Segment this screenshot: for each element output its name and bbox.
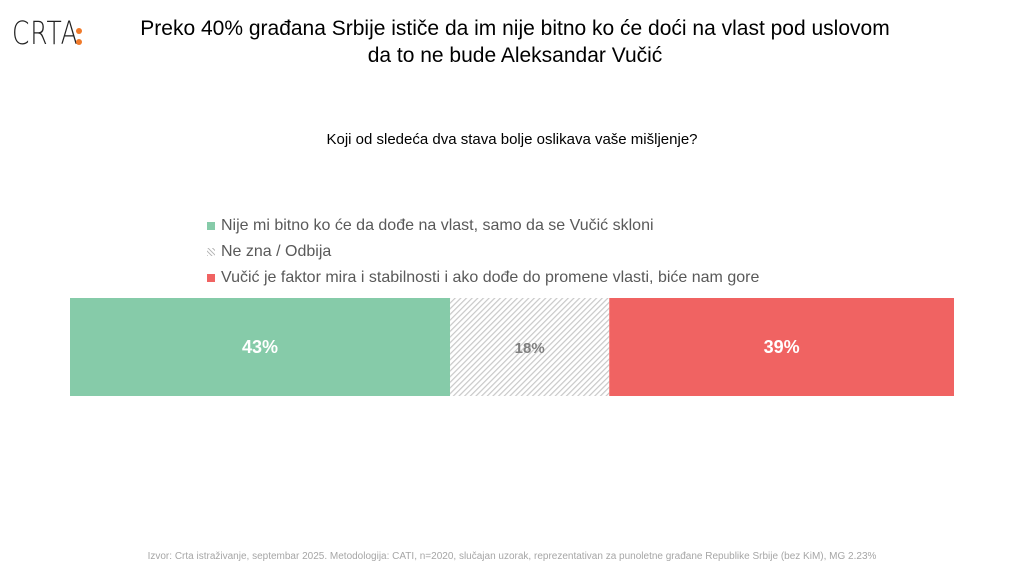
chart-subtitle: Koji od sledeća dva stava bolje oslikava… [326,131,698,148]
legend-item: Ne zna / Odbija [207,239,759,265]
title-line-2: da to ne bude Aleksandar Vučić [367,44,663,67]
legend-label: Nije mi bitno ko će da dođe na vlast, sa… [221,217,654,234]
legend-label: Ne zna / Odbija [221,243,332,260]
page-title: Preko 40% građana Srbije ističe da im ni… [95,15,935,69]
footnote: Izvor: Crta istraživanje, septembar 2025… [147,551,877,562]
legend-label: Vučić je faktor mira i stabilnosti i ako… [221,269,760,286]
legend-swatch-red [207,274,215,282]
data-label: 43% [242,337,278,357]
title-line-1: Preko 40% građana Srbije ističe da im ni… [140,17,890,40]
legend-item: Nije mi bitno ko će da dođe na vlast, sa… [207,213,759,239]
bar-segment-1 [450,298,610,396]
legend: Nije mi bitno ko će da dođe na vlast, sa… [207,213,759,291]
legend-swatch-green [207,222,215,230]
data-label: 18% [515,340,545,357]
legend-swatch-hatch [207,248,215,256]
crta-logo: CRTA [12,14,79,52]
legend-item: Vučić je faktor mira i stabilnosti i ako… [207,265,759,291]
data-label: 39% [764,337,800,357]
bar-segment-2 [609,298,954,396]
logo-colon-icon [76,28,82,45]
bar-segment-0 [70,298,451,396]
